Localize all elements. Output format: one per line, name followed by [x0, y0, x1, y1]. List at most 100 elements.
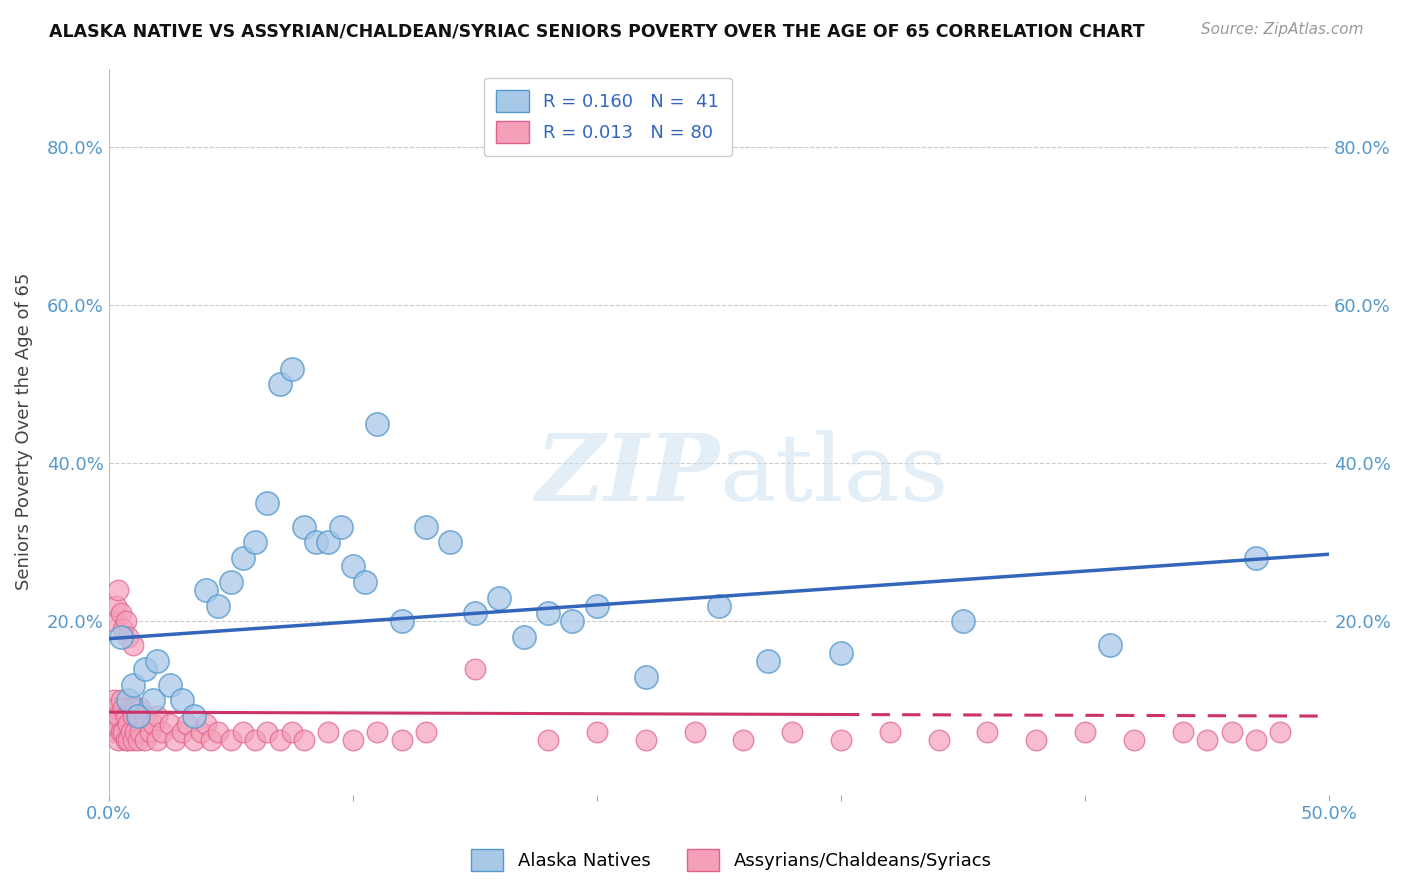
- Point: [142, 717, 165, 731]
- Point: [110, 724, 132, 739]
- Point: [134, 709, 156, 723]
- Point: [112, 724, 135, 739]
- Point: [391, 732, 413, 747]
- Point: [1123, 732, 1146, 747]
- Point: [830, 646, 852, 660]
- Legend: R = 0.160   N =  41, R = 0.013   N = 80: R = 0.160 N = 41, R = 0.013 N = 80: [484, 78, 733, 156]
- Point: [219, 574, 242, 589]
- Point: [928, 732, 950, 747]
- Point: [117, 732, 139, 747]
- Point: [122, 709, 145, 723]
- Point: [207, 724, 229, 739]
- Point: [415, 519, 437, 533]
- Point: [110, 607, 132, 621]
- Point: [354, 574, 377, 589]
- Point: [159, 677, 181, 691]
- Point: [488, 591, 510, 605]
- Text: ALASKA NATIVE VS ASSYRIAN/CHALDEAN/SYRIAC SENIORS POVERTY OVER THE AGE OF 65 COR: ALASKA NATIVE VS ASSYRIAN/CHALDEAN/SYRIA…: [49, 22, 1144, 40]
- Point: [976, 724, 998, 739]
- Point: [256, 496, 278, 510]
- Point: [146, 732, 169, 747]
- Point: [150, 724, 173, 739]
- Point: [183, 709, 205, 723]
- Point: [170, 693, 193, 707]
- Point: [120, 701, 142, 715]
- Point: [634, 670, 657, 684]
- Point: [122, 677, 145, 691]
- Point: [952, 615, 974, 629]
- Point: [103, 724, 125, 739]
- Point: [146, 709, 169, 723]
- Point: [110, 693, 132, 707]
- Point: [195, 582, 218, 597]
- Point: [586, 599, 609, 613]
- Point: [183, 732, 205, 747]
- Point: [100, 709, 122, 723]
- Point: [117, 717, 139, 731]
- Point: [117, 630, 139, 644]
- Point: [464, 662, 486, 676]
- Point: [1270, 724, 1292, 739]
- Point: [879, 724, 901, 739]
- Point: [112, 701, 135, 715]
- Point: [170, 724, 193, 739]
- Point: [107, 709, 129, 723]
- Point: [129, 724, 152, 739]
- Point: [683, 724, 706, 739]
- Point: [120, 724, 142, 739]
- Point: [391, 615, 413, 629]
- Point: [127, 709, 149, 723]
- Point: [305, 535, 328, 549]
- Point: [124, 701, 146, 715]
- Point: [1220, 724, 1243, 739]
- Point: [1244, 551, 1267, 566]
- Point: [634, 732, 657, 747]
- Point: [243, 732, 266, 747]
- Point: [129, 701, 152, 715]
- Point: [512, 630, 534, 644]
- Point: [342, 732, 364, 747]
- Point: [280, 361, 302, 376]
- Point: [117, 693, 139, 707]
- Point: [134, 732, 156, 747]
- Point: [104, 701, 127, 715]
- Point: [733, 732, 755, 747]
- Point: [586, 724, 609, 739]
- Point: [256, 724, 278, 739]
- Point: [159, 717, 181, 731]
- Text: atlas: atlas: [718, 430, 948, 520]
- Point: [124, 724, 146, 739]
- Point: [329, 519, 352, 533]
- Point: [1025, 732, 1047, 747]
- Point: [104, 717, 127, 731]
- Point: [830, 732, 852, 747]
- Point: [134, 662, 156, 676]
- Point: [146, 654, 169, 668]
- Text: Source: ZipAtlas.com: Source: ZipAtlas.com: [1201, 22, 1364, 37]
- Point: [219, 732, 242, 747]
- Point: [439, 535, 461, 549]
- Point: [561, 615, 583, 629]
- Point: [318, 724, 340, 739]
- Point: [292, 732, 315, 747]
- Legend: Alaska Natives, Assyrians/Chaldeans/Syriacs: Alaska Natives, Assyrians/Chaldeans/Syri…: [464, 842, 998, 879]
- Point: [112, 622, 135, 636]
- Point: [318, 535, 340, 549]
- Point: [269, 732, 291, 747]
- Point: [1098, 638, 1121, 652]
- Point: [127, 709, 149, 723]
- Point: [232, 724, 254, 739]
- Point: [114, 709, 136, 723]
- Y-axis label: Seniors Poverty Over the Age of 65: Seniors Poverty Over the Age of 65: [15, 273, 32, 591]
- Point: [200, 732, 222, 747]
- Point: [110, 630, 132, 644]
- Point: [163, 732, 186, 747]
- Point: [114, 732, 136, 747]
- Point: [280, 724, 302, 739]
- Point: [232, 551, 254, 566]
- Point: [243, 535, 266, 549]
- Point: [269, 377, 291, 392]
- Point: [104, 599, 127, 613]
- Point: [415, 724, 437, 739]
- Point: [292, 519, 315, 533]
